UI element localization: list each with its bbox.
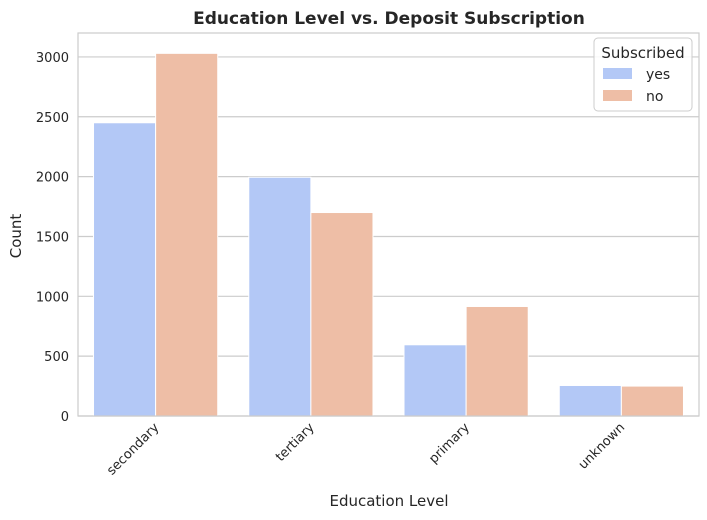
bar-unknown-no [620, 385, 684, 417]
y-tick-label: 0 [61, 410, 69, 425]
x-axis-label: Education Level [329, 492, 448, 510]
y-tick-label: 2000 [36, 171, 69, 186]
legend-label-no: no [646, 89, 663, 105]
bars [93, 52, 684, 417]
y-tick-label: 2500 [36, 111, 69, 126]
bar-secondary-no [155, 52, 219, 417]
x-tick-label-tertiary: tertiary [273, 420, 318, 465]
x-tick-labels: secondary tertiary primary unknown [104, 420, 628, 478]
plot-frame [77, 32, 700, 417]
chart-title: Education Level vs. Deposit Subscription [193, 9, 585, 29]
bar-tertiary-yes [248, 176, 312, 417]
x-tick-label-secondary: secondary [104, 420, 162, 478]
legend-swatch-no [603, 90, 632, 101]
y-axis-label: Count [7, 214, 25, 259]
legend-label-yes: yes [646, 67, 670, 83]
legend-swatch-yes [603, 68, 632, 79]
y-tick-label: 1000 [36, 290, 69, 305]
bar-primary-yes [403, 344, 467, 417]
x-tick-label-primary: primary [426, 420, 473, 467]
bar-primary-no [465, 305, 529, 417]
y-tick-label: 500 [44, 350, 69, 365]
legend: Subscribed yes no [593, 37, 693, 112]
x-tick-label-unknown: unknown [576, 420, 628, 472]
y-tick-label: 3000 [36, 51, 69, 66]
bar-unknown-yes [558, 384, 622, 417]
legend-title: Subscribed [601, 44, 684, 62]
bar-tertiary-no [310, 212, 374, 417]
bar-secondary-yes [93, 122, 157, 417]
y-tick-labels: 0 500 1000 1500 2000 2500 3000 [36, 51, 69, 425]
y-tick-label: 1500 [36, 230, 69, 245]
